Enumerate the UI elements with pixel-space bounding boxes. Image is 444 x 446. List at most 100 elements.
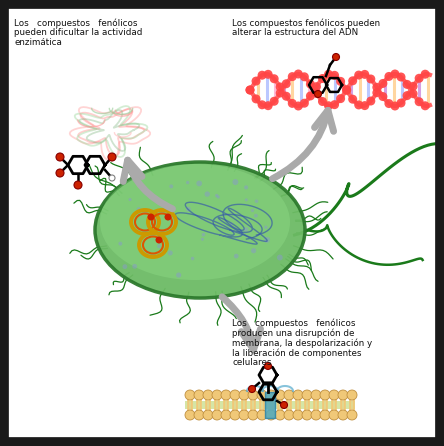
Circle shape <box>294 102 303 111</box>
Circle shape <box>306 79 315 89</box>
Circle shape <box>403 91 412 100</box>
Circle shape <box>239 390 249 400</box>
Circle shape <box>312 82 321 91</box>
Circle shape <box>217 195 220 198</box>
Circle shape <box>347 410 357 420</box>
Circle shape <box>333 54 340 61</box>
Circle shape <box>366 96 375 106</box>
Circle shape <box>74 181 82 189</box>
Ellipse shape <box>95 162 305 298</box>
Circle shape <box>276 88 285 98</box>
Circle shape <box>258 100 266 109</box>
Circle shape <box>366 74 375 83</box>
Circle shape <box>373 83 381 92</box>
Circle shape <box>251 248 256 253</box>
Circle shape <box>338 410 348 420</box>
Circle shape <box>324 101 333 110</box>
Circle shape <box>270 74 279 83</box>
Text: pueden dificultar la actividad: pueden dificultar la actividad <box>14 28 143 37</box>
Circle shape <box>201 238 204 241</box>
Text: enzimática: enzimática <box>14 38 62 47</box>
Circle shape <box>265 363 271 369</box>
Circle shape <box>191 257 194 260</box>
Circle shape <box>385 99 393 108</box>
Circle shape <box>420 101 430 110</box>
Circle shape <box>186 181 189 184</box>
Circle shape <box>194 410 204 420</box>
Circle shape <box>294 70 303 78</box>
Circle shape <box>169 184 173 188</box>
Circle shape <box>157 244 161 248</box>
Circle shape <box>336 94 345 103</box>
Circle shape <box>249 385 255 392</box>
Circle shape <box>403 80 412 89</box>
Circle shape <box>254 214 258 218</box>
Circle shape <box>293 390 303 400</box>
Circle shape <box>109 175 115 181</box>
Circle shape <box>255 199 258 203</box>
Text: Los   compuestos   fenólicos: Los compuestos fenólicos <box>232 318 356 327</box>
Circle shape <box>288 72 297 81</box>
Circle shape <box>123 264 127 269</box>
Circle shape <box>342 86 351 95</box>
Circle shape <box>408 89 418 98</box>
Circle shape <box>354 70 363 79</box>
Circle shape <box>221 410 231 420</box>
Circle shape <box>330 71 339 80</box>
Circle shape <box>348 76 357 85</box>
Circle shape <box>194 390 204 400</box>
Circle shape <box>264 226 267 229</box>
Circle shape <box>300 72 309 81</box>
Circle shape <box>202 233 205 236</box>
Circle shape <box>168 251 173 256</box>
Ellipse shape <box>100 164 290 280</box>
Circle shape <box>205 191 210 197</box>
Text: celulares: celulares <box>232 358 271 367</box>
Circle shape <box>415 97 424 106</box>
Circle shape <box>373 88 381 97</box>
Text: producen una disrupción de: producen una disrupción de <box>232 328 354 338</box>
Circle shape <box>168 217 172 221</box>
Circle shape <box>203 410 213 420</box>
Circle shape <box>415 74 424 83</box>
Circle shape <box>276 83 285 91</box>
Circle shape <box>284 410 294 420</box>
Circle shape <box>378 79 387 88</box>
Circle shape <box>230 223 233 226</box>
Circle shape <box>385 72 393 81</box>
Circle shape <box>282 79 291 88</box>
Text: Los compuestos fenólicos pueden: Los compuestos fenólicos pueden <box>232 18 380 28</box>
Circle shape <box>244 227 248 231</box>
Circle shape <box>320 390 330 400</box>
Circle shape <box>248 410 258 420</box>
Circle shape <box>324 70 333 79</box>
Circle shape <box>147 214 155 220</box>
Circle shape <box>266 410 276 420</box>
Circle shape <box>318 97 327 106</box>
Circle shape <box>318 74 327 83</box>
Circle shape <box>342 85 351 94</box>
Circle shape <box>266 390 276 400</box>
Circle shape <box>215 194 218 197</box>
Circle shape <box>248 390 258 400</box>
Circle shape <box>258 71 266 80</box>
Circle shape <box>196 181 202 186</box>
Circle shape <box>212 410 222 420</box>
Circle shape <box>251 209 254 212</box>
Circle shape <box>264 70 273 79</box>
Circle shape <box>176 273 181 278</box>
Circle shape <box>302 390 312 400</box>
Circle shape <box>347 390 357 400</box>
Circle shape <box>246 86 254 95</box>
Circle shape <box>132 264 137 269</box>
Circle shape <box>234 254 238 258</box>
Circle shape <box>108 153 116 161</box>
Circle shape <box>203 390 213 400</box>
Circle shape <box>293 410 303 420</box>
Circle shape <box>390 70 400 78</box>
Circle shape <box>282 92 291 101</box>
Circle shape <box>396 99 405 107</box>
Circle shape <box>306 91 315 100</box>
Circle shape <box>360 70 369 79</box>
Circle shape <box>420 70 430 78</box>
